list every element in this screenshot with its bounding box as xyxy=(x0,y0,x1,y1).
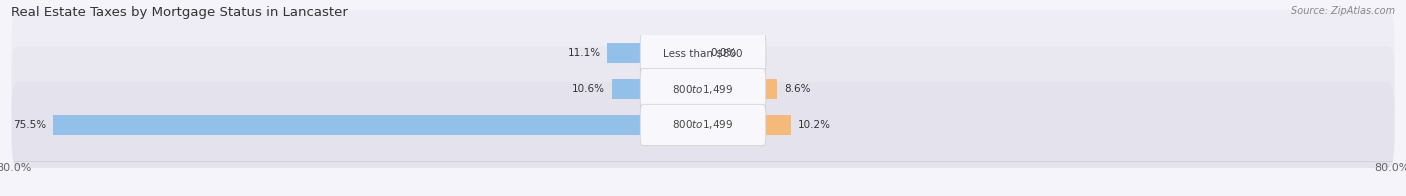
FancyBboxPatch shape xyxy=(640,104,766,145)
Text: Less than $800: Less than $800 xyxy=(664,48,742,58)
Text: 75.5%: 75.5% xyxy=(13,120,46,130)
FancyBboxPatch shape xyxy=(11,82,1395,168)
Text: 11.1%: 11.1% xyxy=(568,48,600,58)
FancyBboxPatch shape xyxy=(11,10,1395,96)
FancyBboxPatch shape xyxy=(640,68,766,110)
Text: 8.6%: 8.6% xyxy=(785,84,810,94)
Text: Real Estate Taxes by Mortgage Status in Lancaster: Real Estate Taxes by Mortgage Status in … xyxy=(11,6,349,19)
Bar xyxy=(607,43,703,63)
FancyBboxPatch shape xyxy=(640,33,766,74)
Text: 0.0%: 0.0% xyxy=(710,48,737,58)
Text: $800 to $1,499: $800 to $1,499 xyxy=(672,118,734,131)
Text: 10.6%: 10.6% xyxy=(572,84,605,94)
Bar xyxy=(703,79,778,99)
FancyBboxPatch shape xyxy=(11,46,1395,132)
Text: $800 to $1,499: $800 to $1,499 xyxy=(672,83,734,95)
Bar xyxy=(612,79,703,99)
Bar xyxy=(53,115,703,135)
Text: 10.2%: 10.2% xyxy=(797,120,831,130)
Text: Source: ZipAtlas.com: Source: ZipAtlas.com xyxy=(1291,6,1395,16)
Bar xyxy=(703,115,790,135)
